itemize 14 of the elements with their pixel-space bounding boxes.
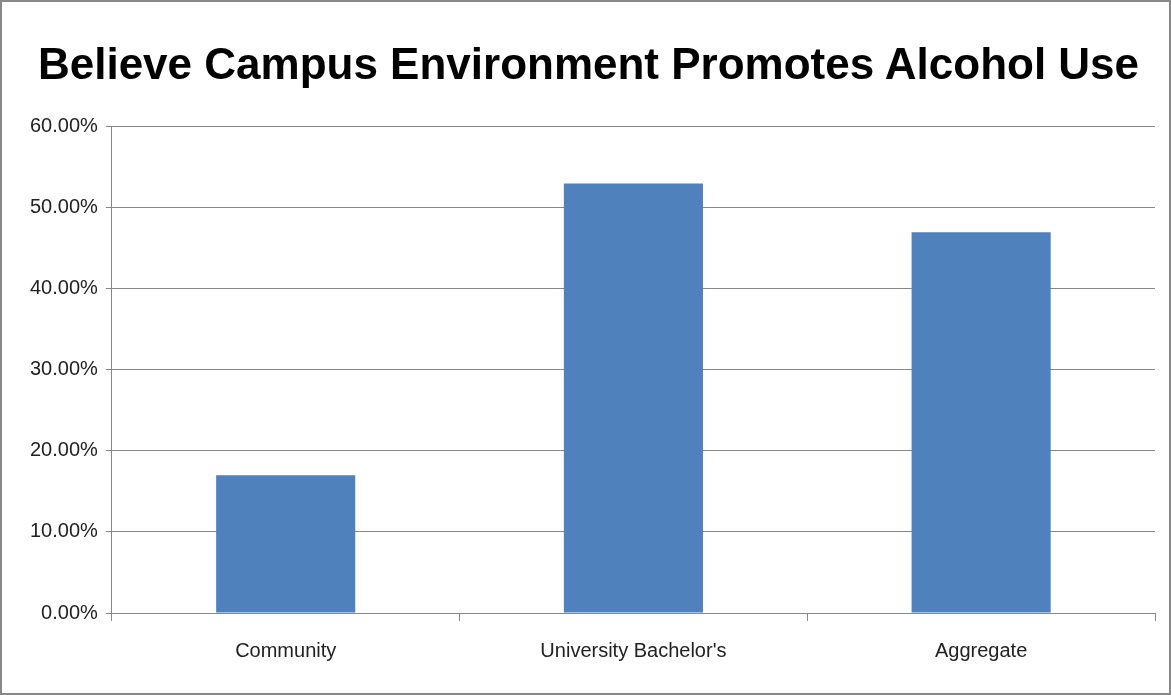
y-tick-label: 10.00% — [29, 519, 99, 542]
y-tick-label: 60.00% — [29, 114, 99, 137]
y-tick-label: 20.00% — [29, 438, 99, 461]
chart-title: Believe Campus Environment Promotes Alcohol Use — [37, 38, 1140, 88]
y-tick-label: 30.00% — [29, 357, 99, 380]
bar — [563, 183, 703, 613]
x-tick-label: University Bachelor's — [540, 638, 727, 661]
bar — [911, 232, 1051, 613]
y-tick-label: 0.00% — [41, 600, 99, 623]
x-tick-label: Community — [235, 638, 337, 661]
y-tick-label: 50.00% — [29, 195, 99, 218]
bar — [216, 475, 356, 613]
y-tick-label: 40.00% — [29, 276, 99, 299]
x-tick-label: Aggregate — [934, 638, 1028, 661]
